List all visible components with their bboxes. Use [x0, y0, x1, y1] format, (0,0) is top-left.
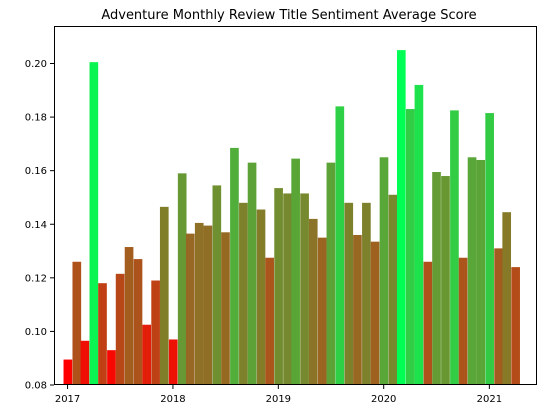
bar-2020-11 — [467, 157, 477, 385]
x-tick-label-2018: 2018 — [160, 394, 185, 405]
x-tick-label-2021: 2021 — [477, 394, 502, 405]
plot-frame — [54, 26, 537, 385]
y-axis: 0.08 0.10 0.12 0.14 0.16 0.18 0.20 — [25, 59, 54, 392]
y-tick-label-0.18: 0.18 — [25, 113, 47, 124]
bar-2018-02 — [177, 173, 187, 385]
bar-2018-03 — [185, 233, 195, 385]
bar-2020-02 — [388, 194, 398, 385]
bar-2020-05 — [414, 84, 424, 385]
bars-group — [63, 50, 520, 386]
y-tick-label-0.20: 0.20 — [25, 59, 47, 70]
bar-2020-01 — [379, 157, 389, 385]
y-tick-label-0.16: 0.16 — [25, 166, 47, 177]
x-tick-label-2017: 2017 — [55, 394, 80, 405]
bar-2018-07 — [221, 232, 230, 385]
bar-2017-11 — [151, 280, 160, 385]
bar-2019-11 — [362, 202, 371, 385]
bar-2018-04 — [194, 222, 204, 385]
bar-2018-12 — [265, 257, 274, 385]
x-axis: 2017 2018 2019 2020 2021 — [55, 385, 502, 405]
bar-2020-04 — [405, 109, 415, 386]
bar-2019-02 — [283, 193, 292, 385]
bar-2020-08 — [441, 176, 450, 385]
x-tick-label-2020: 2020 — [371, 394, 396, 405]
bar-2021-02 — [494, 248, 503, 385]
bar-2019-07 — [326, 162, 336, 385]
bar-2017-09 — [133, 259, 143, 385]
bar-2019-12 — [370, 241, 380, 385]
bar-2018-10 — [247, 162, 257, 385]
bar-2017-04 — [89, 62, 99, 386]
bar-2018-08 — [230, 147, 239, 385]
bar-2017-03 — [80, 340, 90, 385]
y-tick-label-0.14: 0.14 — [25, 220, 47, 231]
bar-2021-03 — [502, 212, 512, 385]
bar-2017-10 — [142, 324, 151, 385]
y-tick-label-0.10: 0.10 — [25, 327, 47, 338]
bar-2020-03 — [396, 50, 406, 386]
bar-2020-06 — [423, 261, 433, 385]
bar-2018-05 — [203, 225, 213, 385]
bar-2019-04 — [300, 193, 309, 385]
bar-2020-12 — [476, 159, 486, 385]
bar-2019-10 — [353, 234, 362, 385]
bar-2017-05 — [98, 283, 107, 385]
bar-2019-08 — [335, 106, 345, 386]
bar-2019-05 — [308, 218, 318, 385]
bar-2018-09 — [239, 202, 248, 385]
bar-2020-10 — [458, 257, 468, 385]
y-tick-label-0.12: 0.12 — [25, 273, 47, 284]
bar-2017-02 — [72, 261, 82, 385]
bar-2020-07 — [432, 172, 441, 385]
bar-2017-01 — [63, 359, 73, 385]
bar-2021-04 — [511, 267, 520, 385]
bar-2020-09 — [450, 110, 459, 385]
bar-2017-07 — [115, 273, 125, 385]
bar-2019-01 — [274, 188, 283, 385]
bar-2018-11 — [256, 209, 266, 385]
bar-2019-03 — [291, 158, 300, 385]
bar-2018-01 — [168, 339, 178, 385]
x-tick-label-2019: 2019 — [266, 394, 291, 405]
y-tick-label-0.08: 0.08 — [25, 381, 47, 392]
bar-2017-12 — [159, 206, 169, 385]
bar-2019-06 — [317, 237, 327, 385]
bar-2017-08 — [124, 247, 134, 385]
chart-title: Adventure Monthly Review Title Sentiment… — [101, 8, 476, 23]
bar-2019-09 — [344, 202, 354, 385]
bar-2017-06 — [107, 350, 116, 385]
bar-2021-01 — [485, 113, 494, 385]
bar-2018-06 — [212, 185, 222, 385]
